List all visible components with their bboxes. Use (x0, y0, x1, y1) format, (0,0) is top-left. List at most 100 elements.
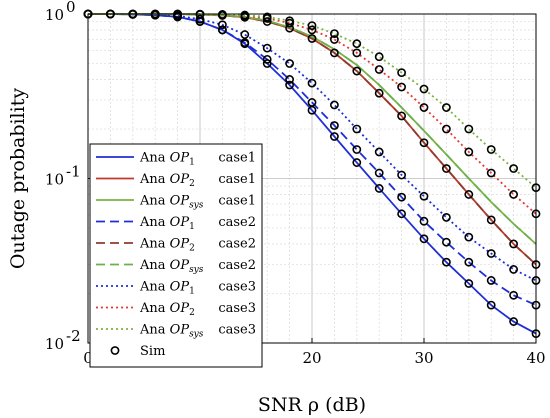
sim-marker (419, 103, 429, 112)
legend-label-2: Ana OP2 (139, 172, 195, 189)
sim-marker (486, 249, 496, 258)
sim-marker (441, 164, 451, 173)
sim-marker (486, 276, 496, 285)
y-tick-label: 10 (45, 335, 64, 353)
legend-case-6: case2 (218, 258, 256, 273)
sim-marker (419, 84, 429, 94)
sim-marker (419, 191, 429, 201)
sim-marker (285, 80, 294, 90)
sim-marker (195, 14, 205, 24)
legend-label-8: Ana OP2 (139, 301, 195, 318)
legend-label-1: Ana OP1 (139, 151, 195, 168)
sim-marker (240, 30, 250, 39)
x-tick-label: 30 (414, 349, 433, 367)
sim-marker (441, 103, 451, 112)
y-tick-label: 10 (45, 6, 64, 24)
legend-label-4: Ana OP1 (139, 215, 195, 232)
sim-marker (329, 29, 339, 39)
sim-marker (352, 66, 362, 76)
sim-marker (374, 88, 384, 98)
x-tick-label: 20 (302, 349, 321, 367)
sim-marker (509, 164, 518, 173)
sim-marker (329, 121, 339, 130)
sim-marker (329, 100, 339, 110)
sim-marker (262, 59, 272, 68)
sim-marker (307, 98, 317, 107)
sim-marker (285, 59, 294, 68)
legend-case-2: case1 (218, 172, 256, 187)
legend-box (89, 143, 263, 368)
sim-marker (397, 192, 406, 202)
sim-marker (441, 257, 451, 267)
legend-case-4: case2 (218, 215, 256, 230)
sim-marker (307, 25, 317, 35)
legend-case-3: case1 (218, 194, 256, 209)
sim-marker (464, 190, 474, 199)
sim-marker (441, 213, 451, 222)
sim-marker (217, 20, 227, 30)
sim-marker (217, 25, 227, 35)
sim-marker (329, 48, 339, 58)
legend-label-5: Ana OP2 (139, 237, 195, 254)
sim-marker (352, 39, 362, 49)
legend-label-sim: Sim (140, 344, 165, 359)
sim-marker (419, 216, 429, 226)
sim-marker (464, 124, 474, 134)
sim-marker (509, 265, 518, 274)
sim-marker (262, 12, 272, 22)
sim-marker (397, 170, 406, 180)
sim-marker (509, 239, 518, 249)
sim-marker (352, 48, 362, 58)
y-tick-exponent: -1 (66, 163, 81, 181)
legend-case-8: case3 (218, 301, 256, 316)
y-tick-label: 10 (45, 171, 64, 189)
sim-marker (397, 111, 406, 121)
sim-marker (285, 16, 294, 26)
sim-marker (307, 21, 317, 31)
sim-marker (397, 68, 406, 78)
legend-case-5: case2 (218, 237, 256, 252)
x-tick-label: 0 (83, 349, 93, 367)
legend-label-7: Ana OP1 (139, 280, 195, 297)
x-axis-label: SNR ρ (dB) (258, 394, 366, 416)
sim-marker (352, 145, 362, 154)
sim-marker (374, 65, 384, 74)
sim-marker (419, 234, 429, 244)
sim-marker (397, 209, 406, 219)
sim-marker (486, 215, 496, 225)
legend-label-9: Ana OPsys (139, 323, 204, 340)
sim-marker (509, 317, 518, 326)
x-tick-label: 40 (526, 349, 545, 367)
sim-marker (486, 145, 496, 154)
sim-marker (419, 138, 429, 148)
y-tick-exponent: 0 (66, 0, 76, 16)
legend-case-7: case3 (218, 280, 256, 295)
sim-marker (397, 82, 406, 92)
sim-marker (240, 10, 250, 20)
sim-marker (285, 75, 294, 84)
sim-marker (464, 279, 474, 288)
sim-marker (329, 132, 339, 141)
sim-marker (262, 43, 272, 53)
legend-case-1: case1 (218, 151, 256, 166)
sim-marker (307, 78, 317, 88)
sim-marker (374, 168, 384, 178)
sim-marker (441, 237, 451, 247)
sim-marker (329, 35, 339, 44)
y-axis-label: Outage probability (7, 88, 29, 269)
legend-sim-marker (110, 346, 120, 355)
sim-marker (441, 124, 451, 134)
sim-marker (464, 232, 474, 242)
legend-label-6: Ana OPsys (139, 258, 204, 275)
sim-marker (486, 168, 496, 178)
sim-marker (374, 184, 384, 193)
sim-marker (509, 190, 518, 199)
sim-marker (307, 34, 317, 43)
sim-marker (486, 300, 496, 310)
legend-case-9: case3 (218, 323, 256, 338)
y-tick-exponent: -2 (66, 327, 81, 345)
sim-marker (262, 17, 272, 26)
legend-label-3: Ana OPsys (139, 194, 204, 211)
sim-marker (374, 147, 384, 157)
